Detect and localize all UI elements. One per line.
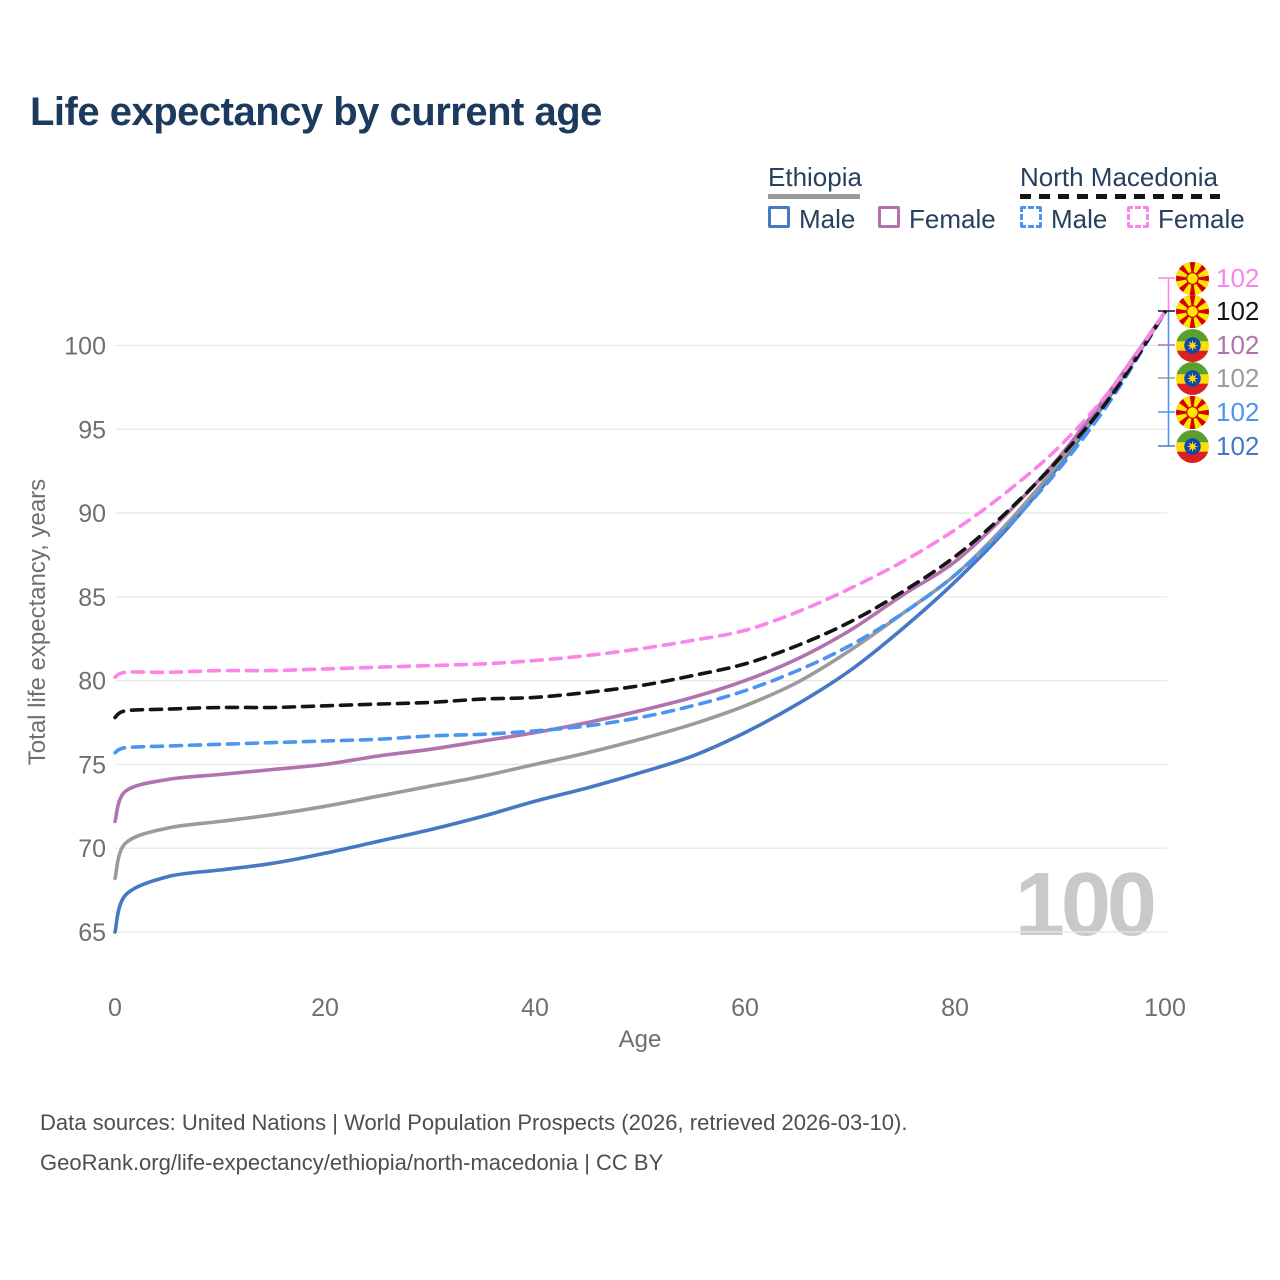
end-label-north-macedonia-total: 102 — [1176, 294, 1259, 328]
x-tick-label-80: 80 — [941, 994, 969, 1022]
legend-ethiopia-linestyle-sample — [768, 194, 860, 199]
legend-north-macedonia-title: North Macedonia — [1020, 162, 1218, 192]
legend-north-macedonia-linestyle-sample — [1020, 194, 1220, 199]
north-macedonia-flag-icon — [1176, 294, 1209, 328]
legend-ethiopia-female-checkbox[interactable] — [878, 206, 900, 228]
x-tick-label-20: 20 — [311, 994, 339, 1022]
end-value-label: 102 — [1216, 330, 1260, 360]
legend-north-macedonia-male-label[interactable]: Male — [1051, 204, 1108, 234]
end-label-ethiopia-total: 102 — [1176, 361, 1259, 395]
data-sources-text: Data sources: United Nations | World Pop… — [40, 1110, 908, 1135]
series-line-north-macedonia-male — [113, 310, 1167, 755]
legend-north-macedonia-female-label[interactable]: Female — [1158, 204, 1245, 234]
legend-ethiopia-female-label[interactable]: Female — [909, 204, 996, 234]
end-value-label: 102 — [1216, 263, 1260, 293]
end-value-label: 102 — [1216, 363, 1260, 393]
ethiopia-flag-icon — [1176, 429, 1209, 463]
y-tick-label-70: 70 — [78, 835, 106, 863]
y-tick-label-90: 90 — [78, 500, 106, 528]
y-axis-title: Total life expectancy, years — [24, 478, 51, 766]
x-axis-title: Age — [618, 1026, 662, 1053]
y-tick-label-65: 65 — [78, 919, 106, 947]
end-value-label: 102 — [1216, 296, 1260, 326]
page-title: Life expectancy by current age — [30, 90, 602, 134]
y-tick-label-85: 85 — [78, 584, 106, 612]
end-label-ethiopia-male: 102 — [1176, 429, 1259, 463]
series-line-ethiopia-female — [113, 310, 1167, 824]
x-tick-label-0: 0 — [108, 994, 122, 1022]
ethiopia-flag-icon — [1176, 328, 1209, 362]
north-macedonia-flag-icon — [1176, 395, 1209, 429]
series-line-ethiopia-male — [113, 310, 1167, 934]
x-tick-label-40: 40 — [521, 994, 549, 1022]
y-tick-label-80: 80 — [78, 668, 106, 696]
end-value-label: 102 — [1216, 431, 1260, 461]
north-macedonia-flag-icon — [1176, 261, 1209, 295]
end-label-north-macedonia-male: 102 — [1176, 395, 1259, 429]
x-tick-label-100: 100 — [1144, 994, 1186, 1022]
y-tick-label-95: 95 — [78, 416, 106, 444]
series-line-north-macedonia-female — [113, 310, 1167, 680]
legend-ethiopia-male-checkbox[interactable] — [768, 206, 790, 228]
y-tick-label-75: 75 — [78, 751, 106, 779]
attribution-text: GeoRank.org/life-expectancy/ethiopia/nor… — [40, 1150, 664, 1175]
x-tick-label-60: 60 — [731, 994, 759, 1022]
legend-north-macedonia-male-checkbox[interactable] — [1020, 206, 1042, 228]
end-label-north-macedonia-female: 102 — [1176, 261, 1259, 295]
end-value-label: 102 — [1216, 397, 1260, 427]
age-watermark: 100 — [1014, 855, 1157, 955]
end-label-ethiopia-female: 102 — [1176, 328, 1259, 362]
series-line-north-macedonia-total — [113, 310, 1167, 720]
y-tick-label-100: 100 — [64, 333, 106, 361]
ethiopia-flag-icon — [1176, 361, 1209, 395]
series-line-ethiopia-total — [113, 310, 1167, 881]
legend-ethiopia-title: Ethiopia — [768, 162, 862, 192]
legend-ethiopia-male-label[interactable]: Male — [799, 204, 856, 234]
legend-north-macedonia-female-checkbox[interactable] — [1127, 206, 1149, 228]
